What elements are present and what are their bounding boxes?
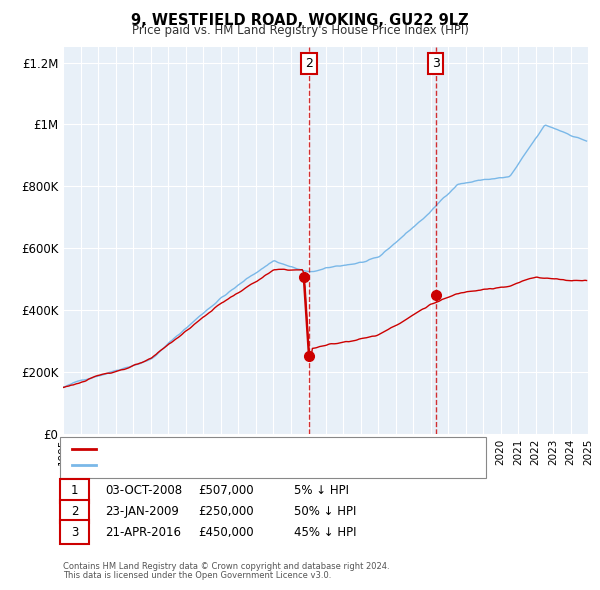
Text: 3: 3 — [431, 57, 440, 70]
Text: 2: 2 — [71, 505, 78, 518]
Text: This data is licensed under the Open Government Licence v3.0.: This data is licensed under the Open Gov… — [63, 571, 331, 579]
Text: 23-JAN-2009: 23-JAN-2009 — [105, 505, 179, 518]
Text: 3: 3 — [71, 526, 78, 539]
Text: 5% ↓ HPI: 5% ↓ HPI — [294, 484, 349, 497]
Text: £250,000: £250,000 — [198, 505, 254, 518]
Text: £450,000: £450,000 — [198, 526, 254, 539]
Text: Contains HM Land Registry data © Crown copyright and database right 2024.: Contains HM Land Registry data © Crown c… — [63, 562, 389, 571]
Text: 2: 2 — [305, 57, 313, 70]
Text: 03-OCT-2008: 03-OCT-2008 — [105, 484, 182, 497]
Text: £507,000: £507,000 — [198, 484, 254, 497]
Text: Price paid vs. HM Land Registry's House Price Index (HPI): Price paid vs. HM Land Registry's House … — [131, 24, 469, 37]
Text: 50% ↓ HPI: 50% ↓ HPI — [294, 505, 356, 518]
Text: 45% ↓ HPI: 45% ↓ HPI — [294, 526, 356, 539]
Text: HPI: Average price, detached house, Woking: HPI: Average price, detached house, Woki… — [102, 460, 333, 470]
Text: 1: 1 — [71, 484, 78, 497]
Text: 21-APR-2016: 21-APR-2016 — [105, 526, 181, 539]
Text: 9, WESTFIELD ROAD, WOKING, GU22 9LZ (detached house): 9, WESTFIELD ROAD, WOKING, GU22 9LZ (det… — [102, 444, 412, 454]
Text: 9, WESTFIELD ROAD, WOKING, GU22 9LZ: 9, WESTFIELD ROAD, WOKING, GU22 9LZ — [131, 13, 469, 28]
